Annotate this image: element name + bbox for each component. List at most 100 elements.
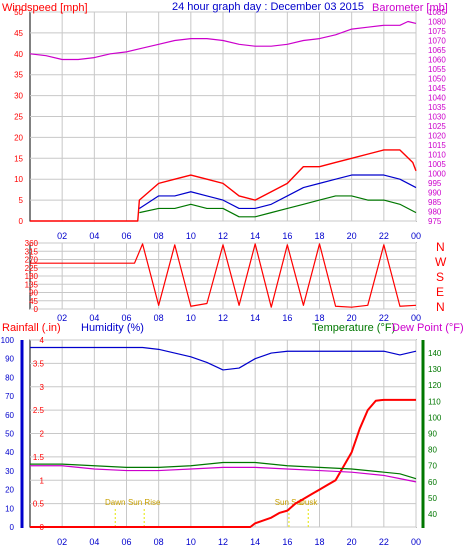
- humidity-y-tick-label: 80: [5, 373, 14, 382]
- humidity-label: Humidity (%): [81, 322, 144, 334]
- direction-y-tick-label: 90: [29, 289, 38, 298]
- humidity-y-tick-label: 0: [10, 523, 15, 532]
- windspeed-y-tick-label: 30: [14, 92, 23, 101]
- rain-x-tick-label: 06: [121, 537, 131, 547]
- barometer-y-tick-label: 1015: [428, 141, 446, 150]
- direction-y-tick-label: 270: [25, 256, 39, 265]
- sun-marker-label: Dawn: [105, 498, 125, 507]
- barometer-y-tick-label: 995: [428, 179, 442, 188]
- chart-title: 24 hour graph day : December 03 2015: [172, 1, 364, 13]
- direction-y-tick-label: 225: [25, 264, 39, 273]
- temperature-y-tick-label: 110: [428, 397, 441, 406]
- windspeed-y-tick-label: 50: [14, 8, 23, 17]
- rain-x-tick-label: 10: [186, 537, 196, 547]
- rain-x-tick-label: 16: [282, 537, 292, 547]
- rain-x-tick-label: 22: [379, 537, 389, 547]
- barometer-y-tick-label: 1085: [428, 8, 446, 17]
- humidity-y-tick-label: 60: [5, 411, 14, 420]
- barometer-y-tick-label: 985: [428, 198, 442, 207]
- wind-x-tick-label: 18: [314, 231, 324, 241]
- barometer-y-tick-label: 1080: [428, 18, 446, 27]
- direction-x-tick-label: 10: [186, 313, 196, 323]
- direction-y-tick-label: 45: [29, 297, 38, 306]
- temperature-y-tick-label: 100: [428, 413, 442, 422]
- direction-label-n-top: N: [436, 240, 445, 254]
- rainfall-label: Rainfall (.in): [2, 322, 61, 334]
- barometer-y-tick-label: 1060: [428, 56, 446, 65]
- barometer-y-tick-label: 1030: [428, 113, 446, 122]
- humidity-y-tick-label: 70: [5, 392, 14, 401]
- temperature-y-tick-label: 90: [428, 430, 437, 439]
- rain-x-tick-label: 18: [314, 537, 324, 547]
- direction-x-tick-label: 08: [154, 313, 164, 323]
- wind-x-tick-label: 12: [218, 231, 228, 241]
- windspeed-y-tick-label: 45: [14, 29, 23, 38]
- rain-panel-series-line-1: [30, 346, 417, 371]
- wind-x-tick-label: 00: [411, 231, 421, 241]
- barometer-y-tick-label: 1070: [428, 37, 446, 46]
- wind-x-tick-label: 10: [186, 231, 196, 241]
- humidity-y-tick-label: 50: [5, 430, 14, 439]
- wind-series-line-0: [30, 149, 417, 222]
- direction-x-tick-label: 00: [411, 313, 421, 323]
- direction-y-tick-label: 360: [25, 239, 39, 248]
- temperature-y-tick-label: 130: [428, 365, 442, 374]
- rainfall-y-tick-label: 4: [40, 336, 45, 345]
- temperature-label: Temperature (°F): [312, 322, 395, 334]
- wind-x-tick-label: 04: [89, 231, 99, 241]
- barometer-y-tick-label: 1025: [428, 122, 446, 131]
- temperature-y-tick-label: 120: [428, 381, 442, 390]
- barometer-y-tick-label: 990: [428, 189, 442, 198]
- rainfall-y-tick-label: 1.5: [33, 453, 45, 462]
- wind-x-tick-label: 16: [282, 231, 292, 241]
- windspeed-y-tick-label: 20: [14, 133, 23, 142]
- windspeed-label: Windspeed [mph]: [2, 2, 88, 14]
- windspeed-y-tick-label: 10: [14, 175, 23, 184]
- humidity-y-tick-label: 100: [1, 336, 15, 345]
- humidity-y-tick-label: 40: [5, 448, 14, 457]
- dewpoint-label: Dew Point (°F): [392, 322, 464, 334]
- humidity-y-tick-label: 10: [5, 504, 14, 513]
- wind-series-line-3: [29, 20, 417, 61]
- direction-label-w: W: [435, 255, 447, 269]
- wind-series-line-1: [139, 174, 417, 210]
- sun-marker-label: Sun Set: [275, 498, 304, 507]
- windspeed-y-tick-label: 15: [14, 154, 23, 163]
- direction-x-tick-label: 14: [250, 313, 260, 323]
- barometer-y-tick-label: 1035: [428, 103, 446, 112]
- direction-x-tick-label: 02: [57, 313, 67, 323]
- barometer-y-tick-label: 1010: [428, 151, 446, 160]
- barometer-y-tick-label: 1000: [428, 170, 446, 179]
- wind-x-tick-label: 22: [379, 231, 389, 241]
- tick-labels-layer: 02 04 06 08 10 12 14 16 18 20 22 000510152025303540…: [1, 8, 447, 547]
- barometer-y-tick-label: 1055: [428, 65, 446, 74]
- direction-label-s: S: [436, 270, 444, 284]
- rain-x-tick-label: 04: [89, 537, 99, 547]
- temperature-y-tick-label: 50: [428, 494, 437, 503]
- direction-x-tick-label: 22: [379, 313, 389, 323]
- wind-x-tick-label: 02: [57, 231, 67, 241]
- windspeed-y-tick-label: 0: [19, 217, 24, 226]
- barometer-y-tick-label: 1020: [428, 132, 446, 141]
- rain-panel-series-line-0: [30, 398, 416, 528]
- rainfall-y-tick-label: 0: [40, 523, 45, 532]
- direction-x-tick-label: 12: [218, 313, 228, 323]
- barometer-label: Barometer [mb]: [372, 2, 448, 14]
- rain-panel-series-line-2: [30, 461, 417, 480]
- direction-x-tick-label: 04: [89, 313, 99, 323]
- rain-x-tick-label: 08: [154, 537, 164, 547]
- windspeed-y-tick-label: 40: [14, 50, 23, 59]
- temperature-y-tick-label: 140: [428, 349, 442, 358]
- rainfall-y-tick-label: 3.5: [33, 359, 45, 368]
- barometer-y-tick-label: 1005: [428, 160, 446, 169]
- barometer-y-tick-label: 1045: [428, 84, 446, 93]
- direction-series-line-0: [30, 243, 417, 308]
- direction-y-tick-label: 135: [25, 280, 39, 289]
- humidity-y-tick-label: 90: [5, 355, 14, 364]
- wind-x-tick-label: 08: [154, 231, 164, 241]
- wind-x-tick-label: 06: [121, 231, 131, 241]
- rain-x-tick-label: 20: [347, 537, 357, 547]
- rain-x-tick-label: 14: [250, 537, 260, 547]
- direction-label-e: E: [436, 285, 444, 299]
